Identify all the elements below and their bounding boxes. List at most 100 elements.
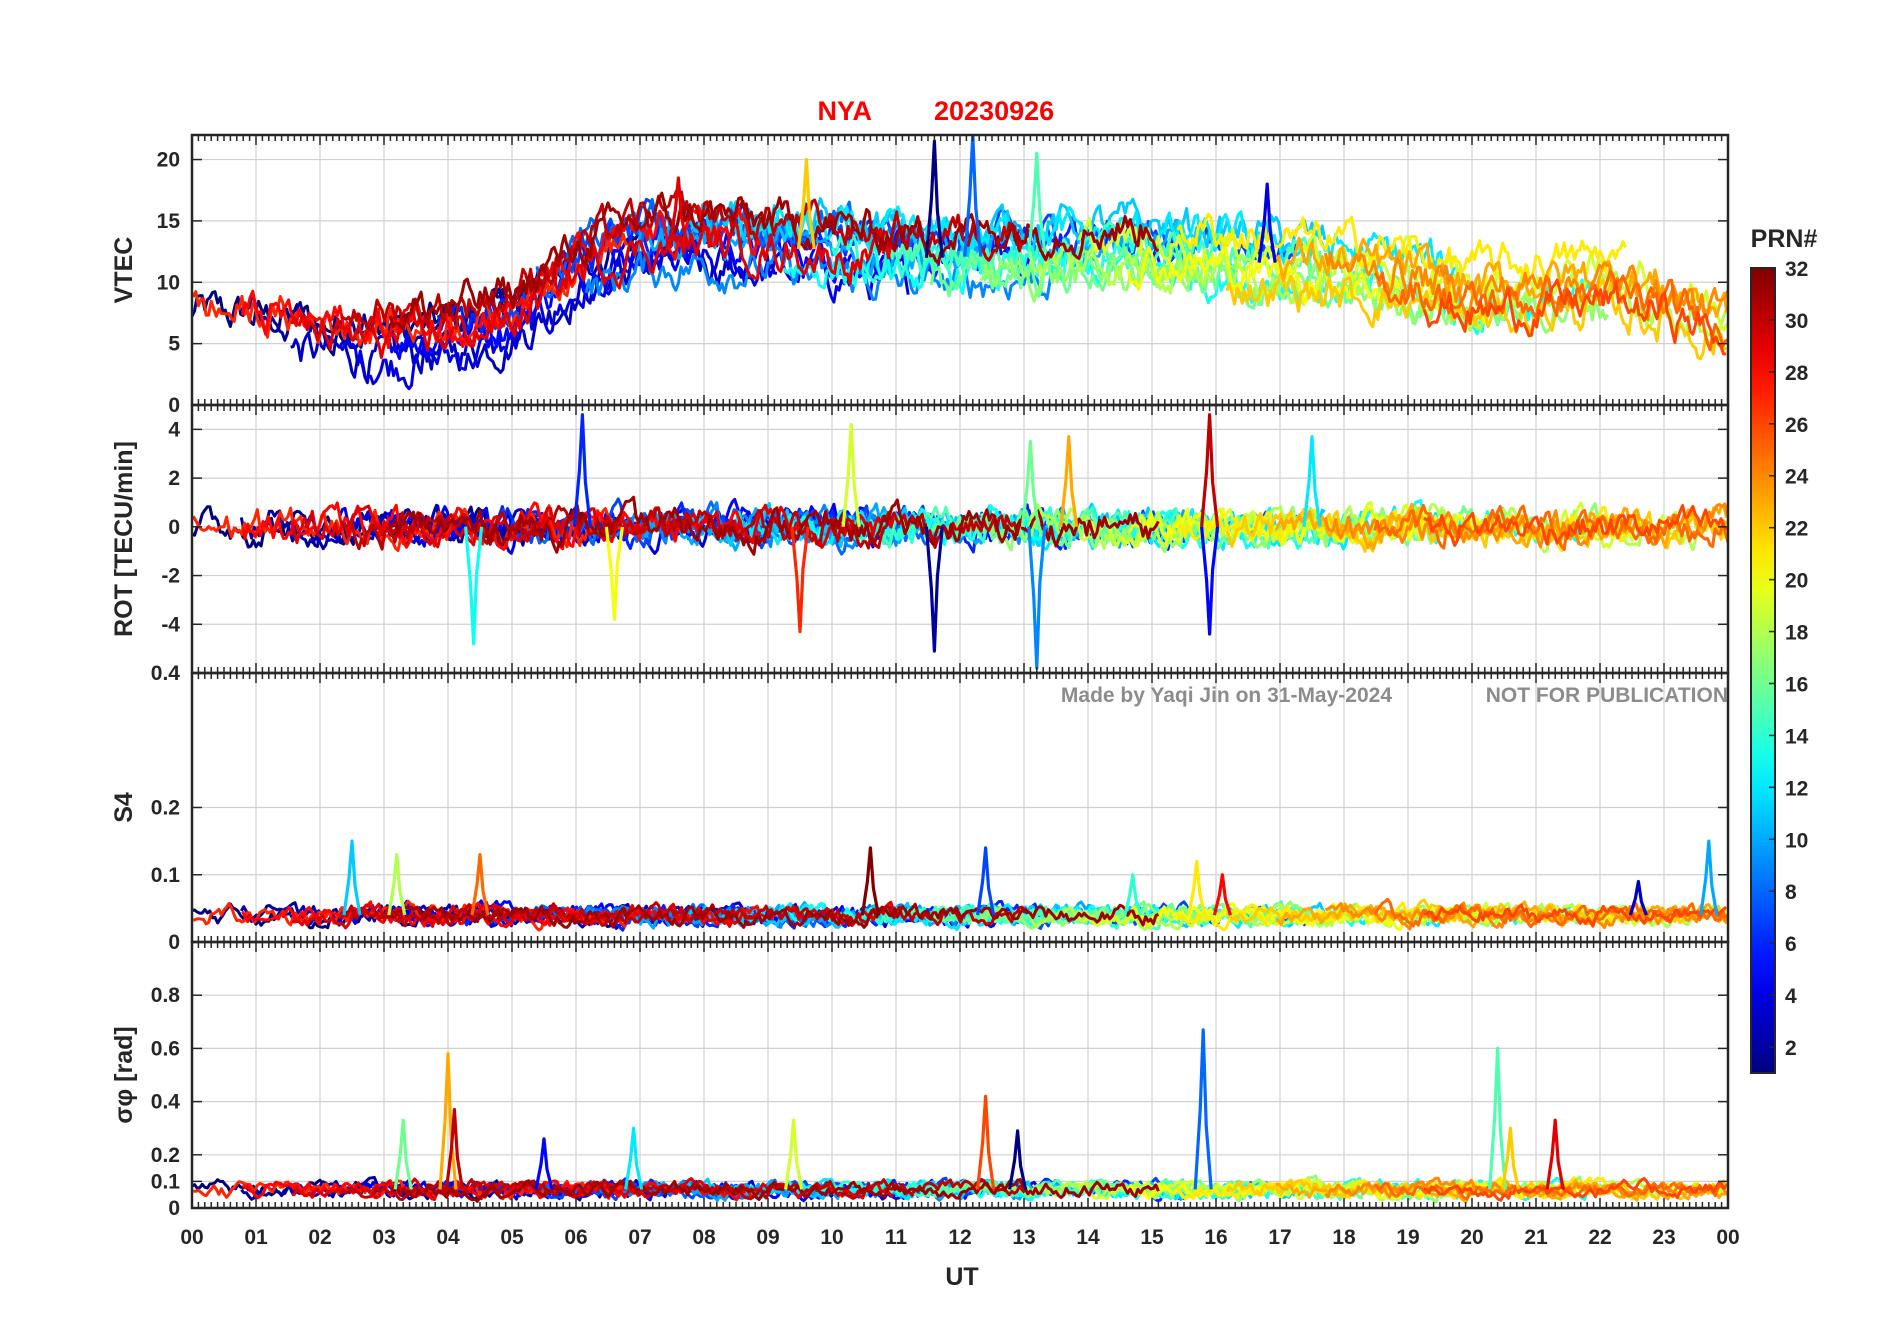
x-tick-label: 01 <box>244 1226 268 1249</box>
panel-sigma_phi: 0 0.1 0.2 0.4 0.6 0.8 σφ [rad] <box>110 940 1730 1220</box>
series-group-sigma_phi <box>192 1028 1728 1204</box>
grid-sigma_phi <box>192 942 1728 1208</box>
spike-s4-5 <box>1123 873 1143 916</box>
x-tick-label: 22 <box>1588 1226 1611 1249</box>
colorbar-tick-label: 30 <box>1785 310 1808 333</box>
colorbar-tick-label: 26 <box>1785 414 1808 437</box>
spike-s4-7 <box>1212 873 1232 916</box>
y-tick-label: 2 <box>168 467 180 490</box>
spike-sigma_phi-5 <box>784 1118 804 1190</box>
spike-rot-3 <box>790 526 810 634</box>
y-tick-label: 0 <box>168 394 180 417</box>
spike-vtec-0 <box>924 139 944 258</box>
spike-sigma_phi-4 <box>624 1126 644 1190</box>
series-line-prn-17 <box>979 900 1609 930</box>
minor-ticks-sigma_phi <box>191 942 1729 1208</box>
series-line-prn-28 <box>241 501 762 551</box>
x-tick-label: 07 <box>628 1226 651 1249</box>
spike-rot-4 <box>924 526 944 653</box>
y-tick-label: 15 <box>157 210 181 233</box>
series-group-rot <box>192 413 1728 670</box>
y-ticks-sigma_phi: 0 0.1 0.2 0.4 0.6 0.8 <box>151 984 1728 1220</box>
spike-s4-8 <box>1628 879 1648 916</box>
colorbar-tick-label: 16 <box>1785 673 1808 696</box>
colorbar-tick-label: 22 <box>1785 518 1808 541</box>
colorbar-tick-label: 4 <box>1785 985 1797 1008</box>
y-tick-label: 10 <box>157 271 180 294</box>
colorbar-tick-label: 20 <box>1785 570 1808 593</box>
x-tick-label: 13 <box>1012 1226 1035 1249</box>
x-tick-label: 10 <box>820 1226 843 1249</box>
series-line-prn-21 <box>1176 901 1627 932</box>
spike-sigma_phi-0 <box>393 1118 413 1190</box>
series-line-prn-22 <box>1225 272 1727 361</box>
y-tick-label: -2 <box>161 565 180 588</box>
x-tick-label: 17 <box>1268 1226 1291 1249</box>
x-tick-label: 15 <box>1140 1226 1164 1249</box>
spike-s4-2 <box>470 853 490 916</box>
x-tick-label: 03 <box>372 1226 395 1249</box>
series-group-vtec <box>192 135 1728 391</box>
spike-s4-1 <box>387 853 407 916</box>
spike-vtec-3 <box>796 157 816 250</box>
y-tick-label: 0.1 <box>151 1170 181 1193</box>
spike-vtec-1 <box>963 135 983 257</box>
spike-vtec-2 <box>1027 151 1047 252</box>
colorbar-tick-label: 32 <box>1785 258 1808 281</box>
spike-s4-9 <box>1699 839 1719 916</box>
title-station: NYA <box>817 96 872 126</box>
colorbar-gradient <box>1750 267 1776 1074</box>
y-tick-label: 0.2 <box>151 797 180 820</box>
x-tick-label: 20 <box>1460 1226 1483 1249</box>
spike-rot-6 <box>1020 439 1040 528</box>
y-ticks-rot: -4 -2 0 2 4 <box>161 418 1728 636</box>
series-line-prn-9 <box>584 246 1062 301</box>
panels: 0 5 10 15 20 VTEC -4 -2 0 2 4 ROT [TECU/min] 0 0.1 0.2… <box>110 133 1730 1220</box>
series-group-s4 <box>192 839 1728 932</box>
x-axis: UT 00 01 02 03 04 05 06 07 08 09 10 11 12 13 14 15 16 17 1… <box>180 1226 1739 1291</box>
y-tick-label: 20 <box>157 149 180 172</box>
panel-rot: -4 -2 0 2 4 ROT [TECU/min] <box>110 403 1730 675</box>
spike-sigma_phi-6 <box>976 1094 996 1190</box>
y-tick-label: 0 <box>168 1197 180 1220</box>
series-line-prn-29 <box>290 220 895 360</box>
y-tick-label: 0 <box>168 931 180 954</box>
y-tick-label: 5 <box>168 333 180 356</box>
x-tick-label: 16 <box>1204 1226 1227 1249</box>
spike-s4-0 <box>342 839 362 916</box>
y-tick-label: 0.1 <box>151 864 181 887</box>
x-tick-label: 06 <box>564 1226 587 1249</box>
spike-sigma_phi-10 <box>1500 1126 1520 1190</box>
colorbar-tick-label: 10 <box>1785 829 1808 852</box>
x-tick-label: 04 <box>436 1226 460 1249</box>
spike-rot-5 <box>1027 526 1047 670</box>
watermark-author: Made by Yaqi Jin on 31-May-2024 <box>1061 684 1392 707</box>
spike-s4-3 <box>860 846 880 916</box>
spike-rot-2 <box>604 526 624 621</box>
series-line-prn-26 <box>1422 278 1727 356</box>
x-tick-label: 11 <box>885 1226 908 1249</box>
panel-vtec: 0 5 10 15 20 VTEC <box>110 133 1730 417</box>
series-line-prn-20 <box>1127 902 1494 932</box>
y-ticks-vtec: 0 5 10 15 20 <box>157 149 1728 417</box>
x-tick-label: 05 <box>500 1226 524 1249</box>
series-line-prn-26 <box>1423 504 1728 547</box>
x-tick-label: 23 <box>1652 1226 1675 1249</box>
x-tick-label: 00 <box>180 1226 203 1249</box>
x-tick-label: 21 <box>1524 1226 1548 1249</box>
colorbar-tick-label: 8 <box>1785 881 1797 904</box>
spike-sigma_phi-1 <box>438 1052 458 1190</box>
spike-sigma_phi-2 <box>444 1108 464 1190</box>
series-line-prn-20 <box>1126 245 1494 324</box>
y-tick-label: 0.8 <box>151 984 181 1007</box>
spike-sigma_phi-11 <box>1545 1118 1565 1190</box>
spike-rot-1 <box>464 526 484 646</box>
y-tick-label: 0.2 <box>151 1144 180 1167</box>
spike-rot-0 <box>572 413 592 527</box>
y-tick-label: 0.4 <box>151 662 181 685</box>
spike-sigma_phi-3 <box>534 1137 554 1190</box>
spike-s4-4 <box>976 846 996 916</box>
spike-rot-8 <box>1200 413 1220 527</box>
